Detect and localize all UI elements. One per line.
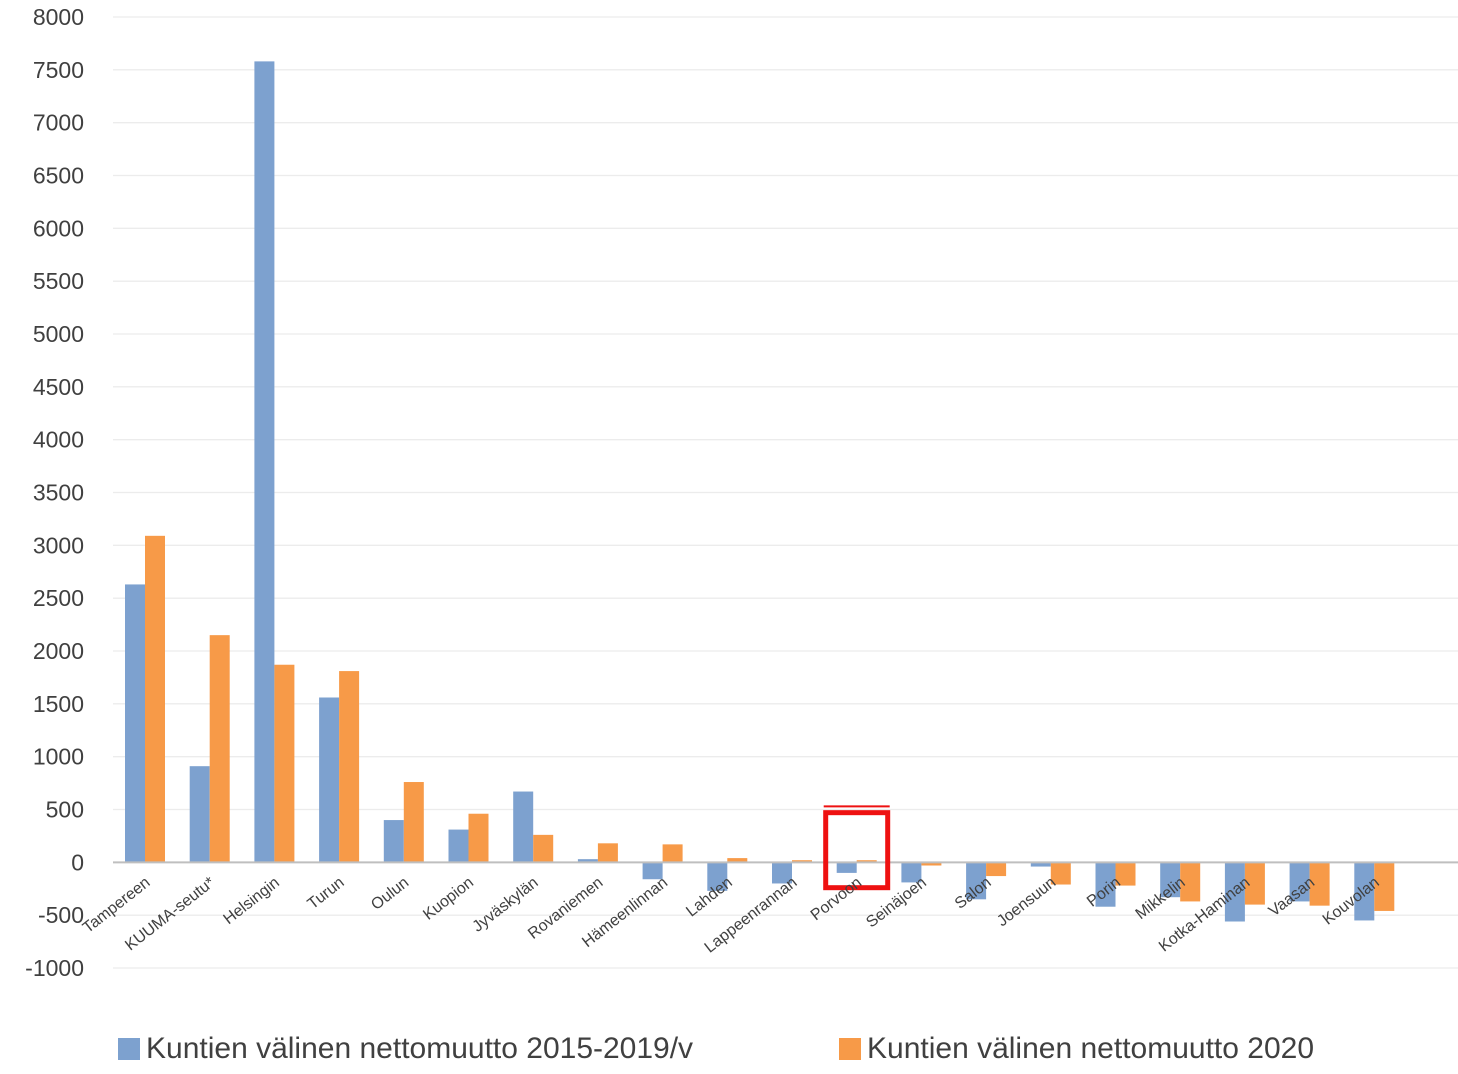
bar-2020-seinäjoen [921, 862, 942, 866]
bar-2020-jyväskylän [533, 834, 554, 863]
bar-2015-2019-porin [1095, 862, 1116, 907]
legend-label: Kuntien välinen nettomuutto 2015-2019/v [146, 1032, 693, 1065]
legend-label: Kuntien välinen nettomuutto 2020 [867, 1032, 1314, 1065]
x-tick-label: Seinäjoen [863, 874, 930, 931]
bar-2020-tampereen [145, 535, 165, 863]
y-tick-label: -1000 [25, 955, 84, 981]
legend-swatch [118, 1038, 140, 1060]
bar-2020-lappeenrannan [792, 860, 812, 863]
bar-2020-hämeenlinnan [662, 844, 683, 863]
y-tick-label: 3000 [33, 532, 84, 558]
x-tick-label: Oulun [368, 874, 412, 914]
y-tick-label: 5000 [33, 321, 84, 347]
y-tick-label: 7500 [33, 57, 84, 83]
bar-2020-salon [986, 862, 1007, 877]
bar-2015-2019-seinäjoen [901, 862, 922, 883]
bar-2015-2019-salon [966, 862, 987, 900]
bar-2020-oulun [403, 782, 424, 863]
bar-2015-2019-turun [319, 697, 340, 863]
y-tick-label: 6000 [33, 215, 84, 241]
bar-2020-kuopion [468, 813, 489, 863]
bar-2015-2019-joensuun [1030, 862, 1051, 867]
bar-2020-joensuun [1050, 862, 1071, 885]
y-tick-label: 500 [46, 797, 84, 823]
bar-2015-2019-rovaniemen [577, 859, 598, 863]
y-tick-label: -500 [38, 902, 84, 928]
y-tick-label: 2500 [33, 585, 84, 611]
y-tick-label: 7000 [33, 110, 84, 136]
bar-2020-mikkelin [1180, 862, 1201, 902]
bar-2015-2019-porvoon [836, 862, 857, 873]
legend-swatch [839, 1038, 861, 1060]
bar-2020-porin [1115, 862, 1136, 886]
bar-2020-helsingin [274, 664, 295, 863]
bar-2015-2019-jyväskylän [513, 791, 534, 863]
x-tick-label: Turun [305, 874, 348, 913]
y-tick-label: 1000 [33, 744, 84, 770]
x-tick-label: Helsingin [221, 874, 283, 928]
y-tick-label: 5500 [33, 268, 84, 294]
y-tick-label: 1500 [33, 691, 84, 717]
legend: Kuntien välinen nettomuutto 2015-2019/v K… [118, 1032, 1314, 1065]
bar-2015-2019-lahden [707, 862, 728, 891]
bar-2015-2019-oulun [383, 820, 404, 863]
y-tick-label: 4500 [33, 374, 84, 400]
bar-2015-2019-vaasan [1289, 862, 1310, 902]
gridlines [113, 16, 1458, 969]
bar-2015-2019-kotka-haminan [1224, 862, 1245, 922]
y-tick-label: 8000 [33, 4, 84, 30]
bar-2020-porvoon [856, 860, 877, 863]
bar-2020-rovaniemen [597, 843, 618, 863]
x-tick-label: Joensuun [994, 874, 1059, 930]
y-tick-label: 2000 [33, 638, 84, 664]
y-tick-label: 3500 [33, 480, 84, 506]
bar-2015-2019-mikkelin [1160, 862, 1181, 898]
bar-2020-lahden [727, 858, 748, 863]
bar-2020-kouvolan [1374, 862, 1395, 911]
bar-2015-2019-helsingin [254, 61, 275, 863]
bar-2020-kuuma-seutu- [209, 635, 230, 863]
bar-2015-2019-kuopion [448, 829, 469, 863]
bar-2020-kotka-haminan [1244, 862, 1265, 905]
bar-2015-2019-kouvolan [1354, 862, 1375, 921]
y-tick-label: 0 [71, 849, 84, 875]
bar-2020-turun [339, 671, 360, 863]
highlight-rect [823, 810, 891, 891]
x-tick-label: Porvoon [808, 874, 865, 924]
y-axis-ticks: -1000 -500 0 500 1000 1500 2000 2500 3000 3500 400… [25, 4, 84, 981]
bar-2015-2019-lappeenrannan [772, 862, 792, 884]
highlight-box [823, 805, 891, 891]
y-tick-label: 4000 [33, 427, 84, 453]
y-tick-label: 6500 [33, 163, 84, 189]
bar-2015-2019-kuuma-seutu- [189, 766, 210, 863]
x-tick-label: Kuopion [420, 874, 477, 924]
bar-2015-2019-tampereen [125, 584, 145, 863]
bars [125, 61, 1395, 922]
bar-2020-vaasan [1309, 862, 1330, 906]
bar-2015-2019-hämeenlinnan [642, 862, 663, 880]
